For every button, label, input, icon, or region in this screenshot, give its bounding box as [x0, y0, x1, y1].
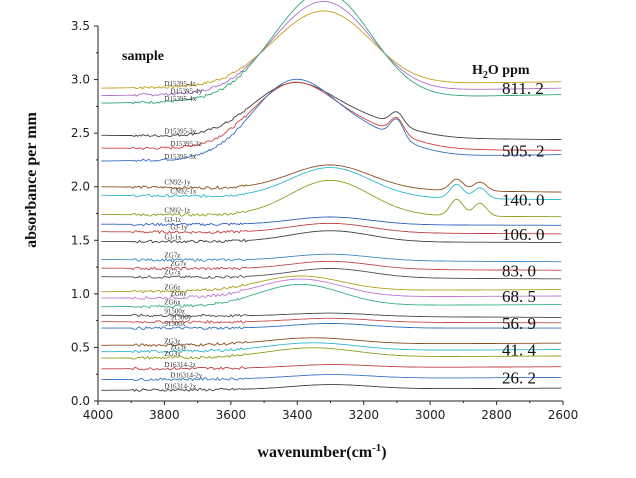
- sample-label: ZG3x: [164, 350, 181, 358]
- spectrum-ZG7z: [101, 253, 562, 263]
- sample-label: D15395-3y: [164, 127, 196, 135]
- x-tick-label: 4000: [83, 408, 114, 422]
- spectrum-ZG6z: [101, 275, 562, 294]
- spectrum-ZG6x: [101, 283, 562, 309]
- sample-label: ZG6y: [170, 290, 187, 298]
- x-tick-label: 3200: [348, 408, 379, 422]
- spectrum-ZG3x: [101, 347, 562, 360]
- spectrum-91500y: [101, 317, 562, 324]
- spectrum-D15395-3z: [101, 81, 562, 151]
- spectrum-ZG3y: [101, 342, 562, 354]
- spectrum-D15395-4x: [101, 0, 562, 105]
- y-tick-label: 2.0: [71, 180, 90, 194]
- y-tick-label: 1.5: [71, 233, 90, 247]
- sample-label: GJ-1x: [164, 233, 182, 241]
- x-tick-label: 2600: [548, 408, 579, 422]
- sample-label: D15395-3z: [170, 140, 202, 148]
- spectrum-D16314-2x: [101, 384, 562, 393]
- sample-label: D16314-2y: [170, 372, 202, 380]
- spectrum-CN92-1y: [101, 164, 562, 193]
- x-tick-label: 2800: [481, 408, 512, 422]
- h2o-ppm-label: 106. 0: [502, 225, 545, 244]
- sample-label: D15395-4x: [164, 95, 196, 103]
- spectrum-ZG6y: [101, 278, 562, 300]
- sample-label: ZG6z: [164, 284, 180, 292]
- y-tick-label: 3.0: [71, 73, 90, 87]
- spectrum-D15395-4z: [101, 10, 562, 90]
- x-tick-label: 3400: [282, 408, 313, 422]
- series-layer: [101, 0, 562, 393]
- sample-label: ZG3y: [170, 344, 187, 352]
- y-tick-label: 3.5: [71, 19, 90, 33]
- sample-label: D15395-4y: [170, 88, 202, 96]
- sample-label: D16314-2z: [164, 361, 196, 369]
- sample-label: D15395-3x: [164, 153, 196, 161]
- y-tick-label: 0.0: [71, 394, 90, 408]
- h2o-ppm-label: 83. 0: [502, 261, 536, 280]
- sample-label: ZG3z: [164, 337, 180, 345]
- spectrum-D15395-4y: [101, 1, 562, 97]
- sample-label: 91500z: [164, 307, 185, 315]
- spectrum-D15395-3y: [101, 81, 562, 141]
- spectrum-D16314-2y: [101, 374, 562, 382]
- h2o-ppm-label: 140. 0: [502, 191, 545, 210]
- sample-label: ZG7z: [164, 252, 180, 260]
- spectrum-ZG3z: [101, 337, 562, 347]
- sample-label: CN92-1z: [164, 207, 190, 215]
- sample-label: ZG6x: [164, 299, 181, 307]
- header-h2o-ppm: H2O ppm: [472, 63, 530, 81]
- spectrum-ZG7y: [101, 260, 562, 271]
- h2o-ppm-label: 41. 4: [502, 341, 537, 360]
- h2o-ppm-label: 68. 5: [502, 287, 536, 306]
- spectrum-CN92-1z: [101, 179, 562, 218]
- y-tick-label: 2.5: [71, 126, 90, 140]
- y-tick-label: 0.5: [71, 340, 90, 354]
- spectrum-GJ-1y: [101, 222, 562, 235]
- spectrum-CN92-1x: [101, 167, 562, 201]
- sample-label: GJ-1y: [170, 224, 188, 232]
- x-tick-label: 3000: [415, 408, 446, 422]
- x-tick-label: 3600: [216, 408, 247, 422]
- h2o-ppm-label: 811. 2: [502, 79, 544, 98]
- sample-label: ZG7x: [164, 269, 181, 277]
- sample-label: ZG7y: [170, 260, 187, 268]
- header-sample: sample: [122, 49, 164, 64]
- spectrum-D15395-3x: [101, 78, 562, 163]
- spectrum-GJ-1x: [101, 230, 562, 244]
- h2o-ppm-label: 26. 2: [502, 368, 536, 387]
- x-tick-label: 3800: [149, 408, 180, 422]
- spectrum-91500z: [101, 312, 562, 318]
- h2o-ppm-label: 505. 2: [502, 141, 545, 160]
- spectrum-ZG7x: [101, 268, 562, 280]
- y-axis-title: absorbance per mm: [23, 111, 40, 247]
- sample-label: CN92-1y: [164, 179, 191, 187]
- sample-label: 91500x: [164, 320, 186, 328]
- spectrum-D16314-2z: [101, 364, 562, 371]
- h2o-ppm-label: 56. 9: [502, 314, 536, 333]
- sample-label: D16314-2x: [164, 382, 196, 390]
- sample-label: GJ-1z: [164, 216, 181, 224]
- axes-layer: 4000 3800 3600 3400 3200 3000 2800 2600 0.0 0.5 1.…: [71, 19, 578, 422]
- x-axis-title: wavenumber(cm-1): [257, 442, 386, 461]
- sample-label: D15395-4z: [164, 80, 196, 88]
- sample-label: 91500y: [170, 314, 192, 322]
- sample-label: CN92-1x: [170, 187, 197, 195]
- y-tick-label: 1.0: [71, 287, 90, 301]
- spectrum-91500x: [101, 323, 562, 330]
- spectrum-GJ-1z: [101, 216, 562, 227]
